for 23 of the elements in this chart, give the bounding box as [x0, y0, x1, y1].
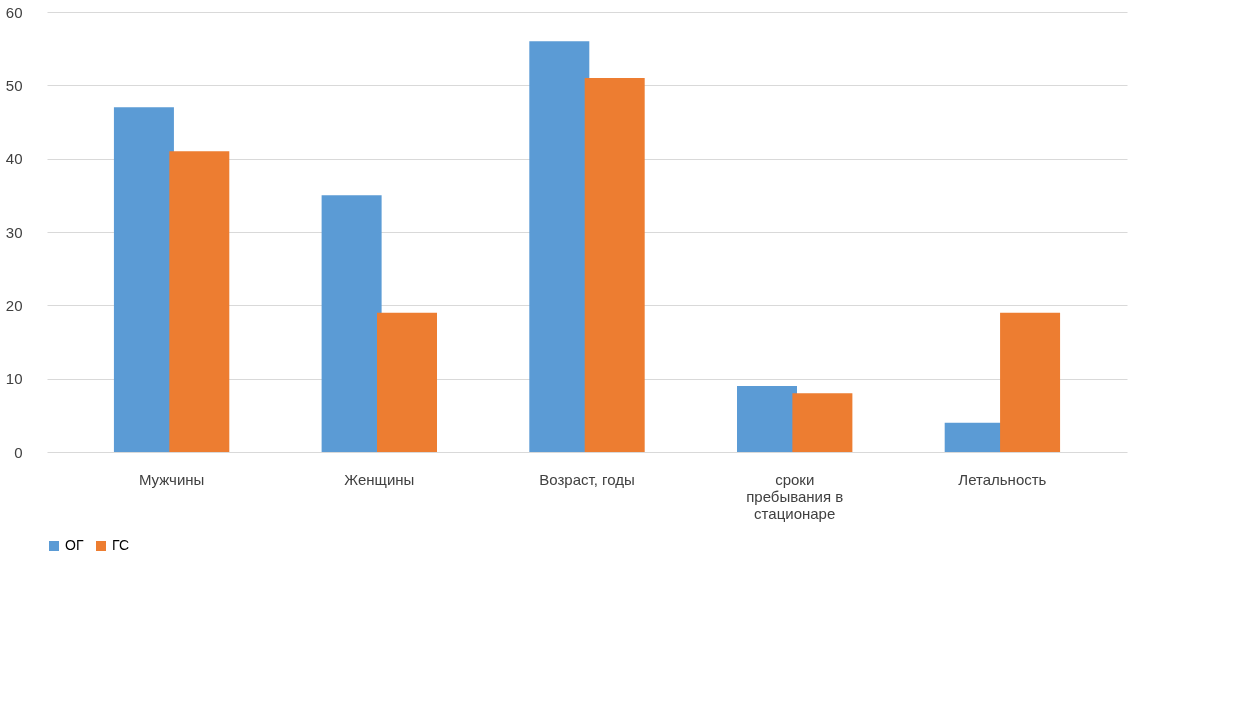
y-tick-label: 50: [5, 76, 23, 94]
legend-label: ОГ: [65, 537, 84, 553]
bar: [113, 107, 174, 452]
y-tick-label: 40: [5, 150, 23, 168]
bar: [1000, 312, 1061, 452]
bar: [737, 386, 797, 452]
y-tick-label: 20: [5, 296, 23, 314]
x-tick-label: Мужчины: [138, 470, 205, 488]
bar: [584, 78, 645, 452]
x-tick-label: Возраст, годы: [539, 470, 635, 488]
bar: [792, 393, 853, 452]
x-tick-label: Летальность: [958, 470, 1047, 488]
bar: [169, 151, 230, 452]
x-tick-label: Женщины: [344, 470, 415, 488]
bar: [321, 195, 382, 452]
y-tick-label: 60: [5, 3, 23, 21]
bar: [377, 312, 437, 452]
bar: [529, 41, 590, 452]
x-tick-label: сроки пребывания в стационаре: [746, 470, 844, 522]
y-tick-label: 30: [5, 223, 23, 241]
y-tick-label: 10: [5, 370, 23, 388]
y-tick-label: 0: [14, 443, 23, 461]
legend-label: ГС: [112, 537, 130, 553]
